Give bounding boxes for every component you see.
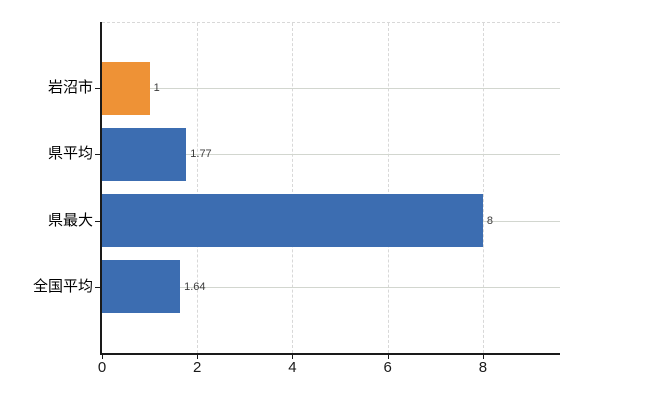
bar-value-label: 8	[486, 214, 493, 227]
y-tick-mark	[95, 220, 102, 222]
gridline-vertical	[292, 23, 294, 353]
x-tick-label: 6	[383, 359, 392, 376]
x-tick-mark	[292, 355, 294, 359]
x-tick-mark	[102, 355, 103, 359]
gridline-vertical	[387, 23, 389, 353]
bar	[102, 127, 187, 181]
bar	[102, 194, 483, 248]
y-axis-line	[100, 22, 102, 355]
x-tick-label: 8	[478, 359, 488, 376]
bar-value-label: 1	[153, 82, 160, 95]
bar-value-label: 1.77	[190, 148, 212, 161]
gridline-vertical	[482, 23, 484, 353]
category-label: 県最大	[47, 211, 93, 229]
gridline-horizontal	[102, 154, 560, 156]
x-tick-label: 0	[97, 359, 107, 376]
category-label: 全国平均	[32, 277, 93, 295]
y-tick-mark	[95, 88, 102, 90]
x-tick-mark	[387, 355, 389, 359]
bar	[102, 61, 150, 115]
x-tick-mark	[197, 355, 199, 359]
bar-value-label: 1.64	[184, 280, 206, 293]
gridline-vertical	[197, 23, 199, 353]
y-tick-mark	[95, 286, 102, 288]
gridline-horizontal	[102, 88, 560, 90]
category-label: 県平均	[47, 145, 93, 163]
x-axis-line	[100, 353, 560, 355]
gridline-horizontal	[102, 286, 560, 288]
x-tick-label: 2	[193, 359, 202, 376]
bar	[102, 260, 181, 314]
x-tick-mark	[482, 355, 484, 359]
y-tick-mark	[95, 154, 102, 156]
plot-top-border	[102, 22, 560, 23]
category-label: 岩沼市	[47, 79, 93, 97]
x-tick-label: 4	[288, 359, 297, 376]
